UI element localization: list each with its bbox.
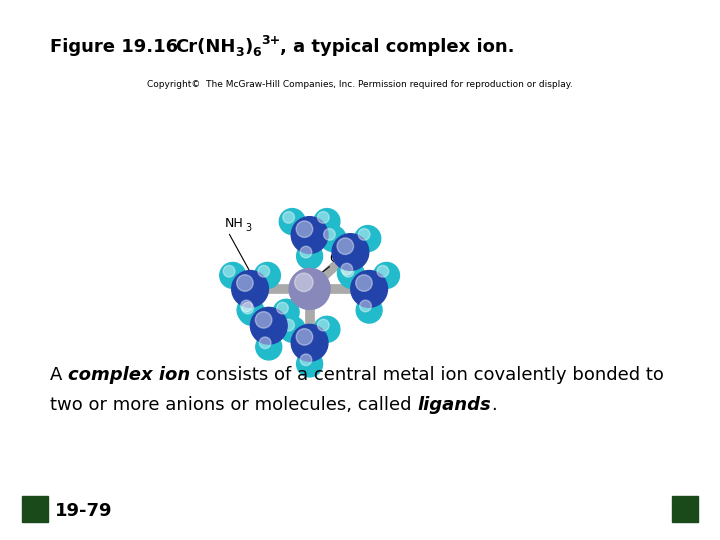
Circle shape: [323, 228, 336, 240]
Circle shape: [359, 228, 370, 240]
Text: .: .: [491, 396, 497, 414]
Text: Copyright©  The McGraw-Hill Companies, Inc. Permission required for reproduction: Copyright© The McGraw-Hill Companies, In…: [147, 80, 573, 89]
Text: 3: 3: [245, 223, 251, 233]
Circle shape: [339, 262, 365, 288]
Circle shape: [314, 208, 340, 234]
Text: A: A: [50, 366, 68, 384]
Circle shape: [256, 334, 282, 360]
Circle shape: [283, 319, 294, 331]
Circle shape: [356, 275, 372, 291]
Circle shape: [294, 273, 313, 292]
Circle shape: [342, 266, 354, 277]
Text: Cr: Cr: [330, 252, 343, 265]
Circle shape: [318, 212, 329, 223]
Circle shape: [237, 297, 263, 323]
Circle shape: [276, 302, 288, 314]
Circle shape: [296, 221, 312, 238]
Circle shape: [318, 319, 329, 331]
Circle shape: [220, 262, 246, 288]
Circle shape: [351, 271, 387, 307]
Circle shape: [300, 246, 312, 258]
Circle shape: [283, 212, 294, 223]
Circle shape: [355, 226, 381, 252]
Circle shape: [296, 329, 312, 345]
Text: two or more anions or molecules, called: two or more anions or molecules, called: [50, 396, 418, 414]
Text: complex ion: complex ion: [68, 366, 190, 384]
Circle shape: [291, 217, 328, 253]
Circle shape: [320, 226, 346, 252]
Text: two or more anions or molecules, called: two or more anions or molecules, called: [50, 396, 418, 414]
Circle shape: [356, 297, 382, 323]
Circle shape: [223, 266, 235, 277]
Text: A: A: [50, 366, 68, 384]
Circle shape: [341, 264, 353, 275]
Text: Figure 19.16: Figure 19.16: [50, 38, 178, 56]
Circle shape: [258, 266, 269, 277]
Circle shape: [314, 316, 340, 342]
Circle shape: [291, 325, 328, 361]
Text: consists of a central metal ion covalently bonded to: consists of a central metal ion covalent…: [190, 366, 665, 384]
Circle shape: [232, 271, 269, 307]
Circle shape: [240, 300, 252, 312]
Circle shape: [300, 354, 312, 366]
Text: NH: NH: [225, 218, 244, 231]
Circle shape: [279, 208, 305, 234]
Circle shape: [256, 312, 272, 328]
Circle shape: [238, 299, 264, 325]
Text: 6: 6: [252, 45, 261, 58]
Circle shape: [374, 262, 400, 288]
Circle shape: [259, 337, 271, 349]
Text: complex ion: complex ion: [68, 366, 190, 384]
Circle shape: [338, 260, 364, 286]
Circle shape: [289, 268, 330, 309]
Circle shape: [360, 300, 372, 312]
Bar: [672, 496, 698, 522]
Circle shape: [297, 351, 323, 377]
Text: 3+: 3+: [261, 35, 280, 48]
Text: 19-79: 19-79: [55, 502, 112, 520]
Circle shape: [337, 238, 354, 254]
Circle shape: [279, 316, 305, 342]
Circle shape: [237, 275, 253, 291]
Circle shape: [251, 307, 287, 344]
Text: 3: 3: [235, 45, 244, 58]
Text: Cr(NH: Cr(NH: [175, 38, 235, 56]
Text: ligands: ligands: [418, 396, 491, 414]
Text: ligands: ligands: [418, 396, 491, 414]
Circle shape: [273, 299, 299, 325]
Text: 3+: 3+: [346, 249, 361, 259]
Circle shape: [297, 244, 323, 269]
Bar: [22, 496, 48, 522]
Text: , a typical complex ion.: , a typical complex ion.: [280, 38, 515, 56]
Text: ): ): [244, 38, 252, 56]
Circle shape: [254, 262, 280, 288]
Circle shape: [332, 234, 369, 271]
Circle shape: [377, 266, 389, 277]
Circle shape: [242, 302, 253, 314]
